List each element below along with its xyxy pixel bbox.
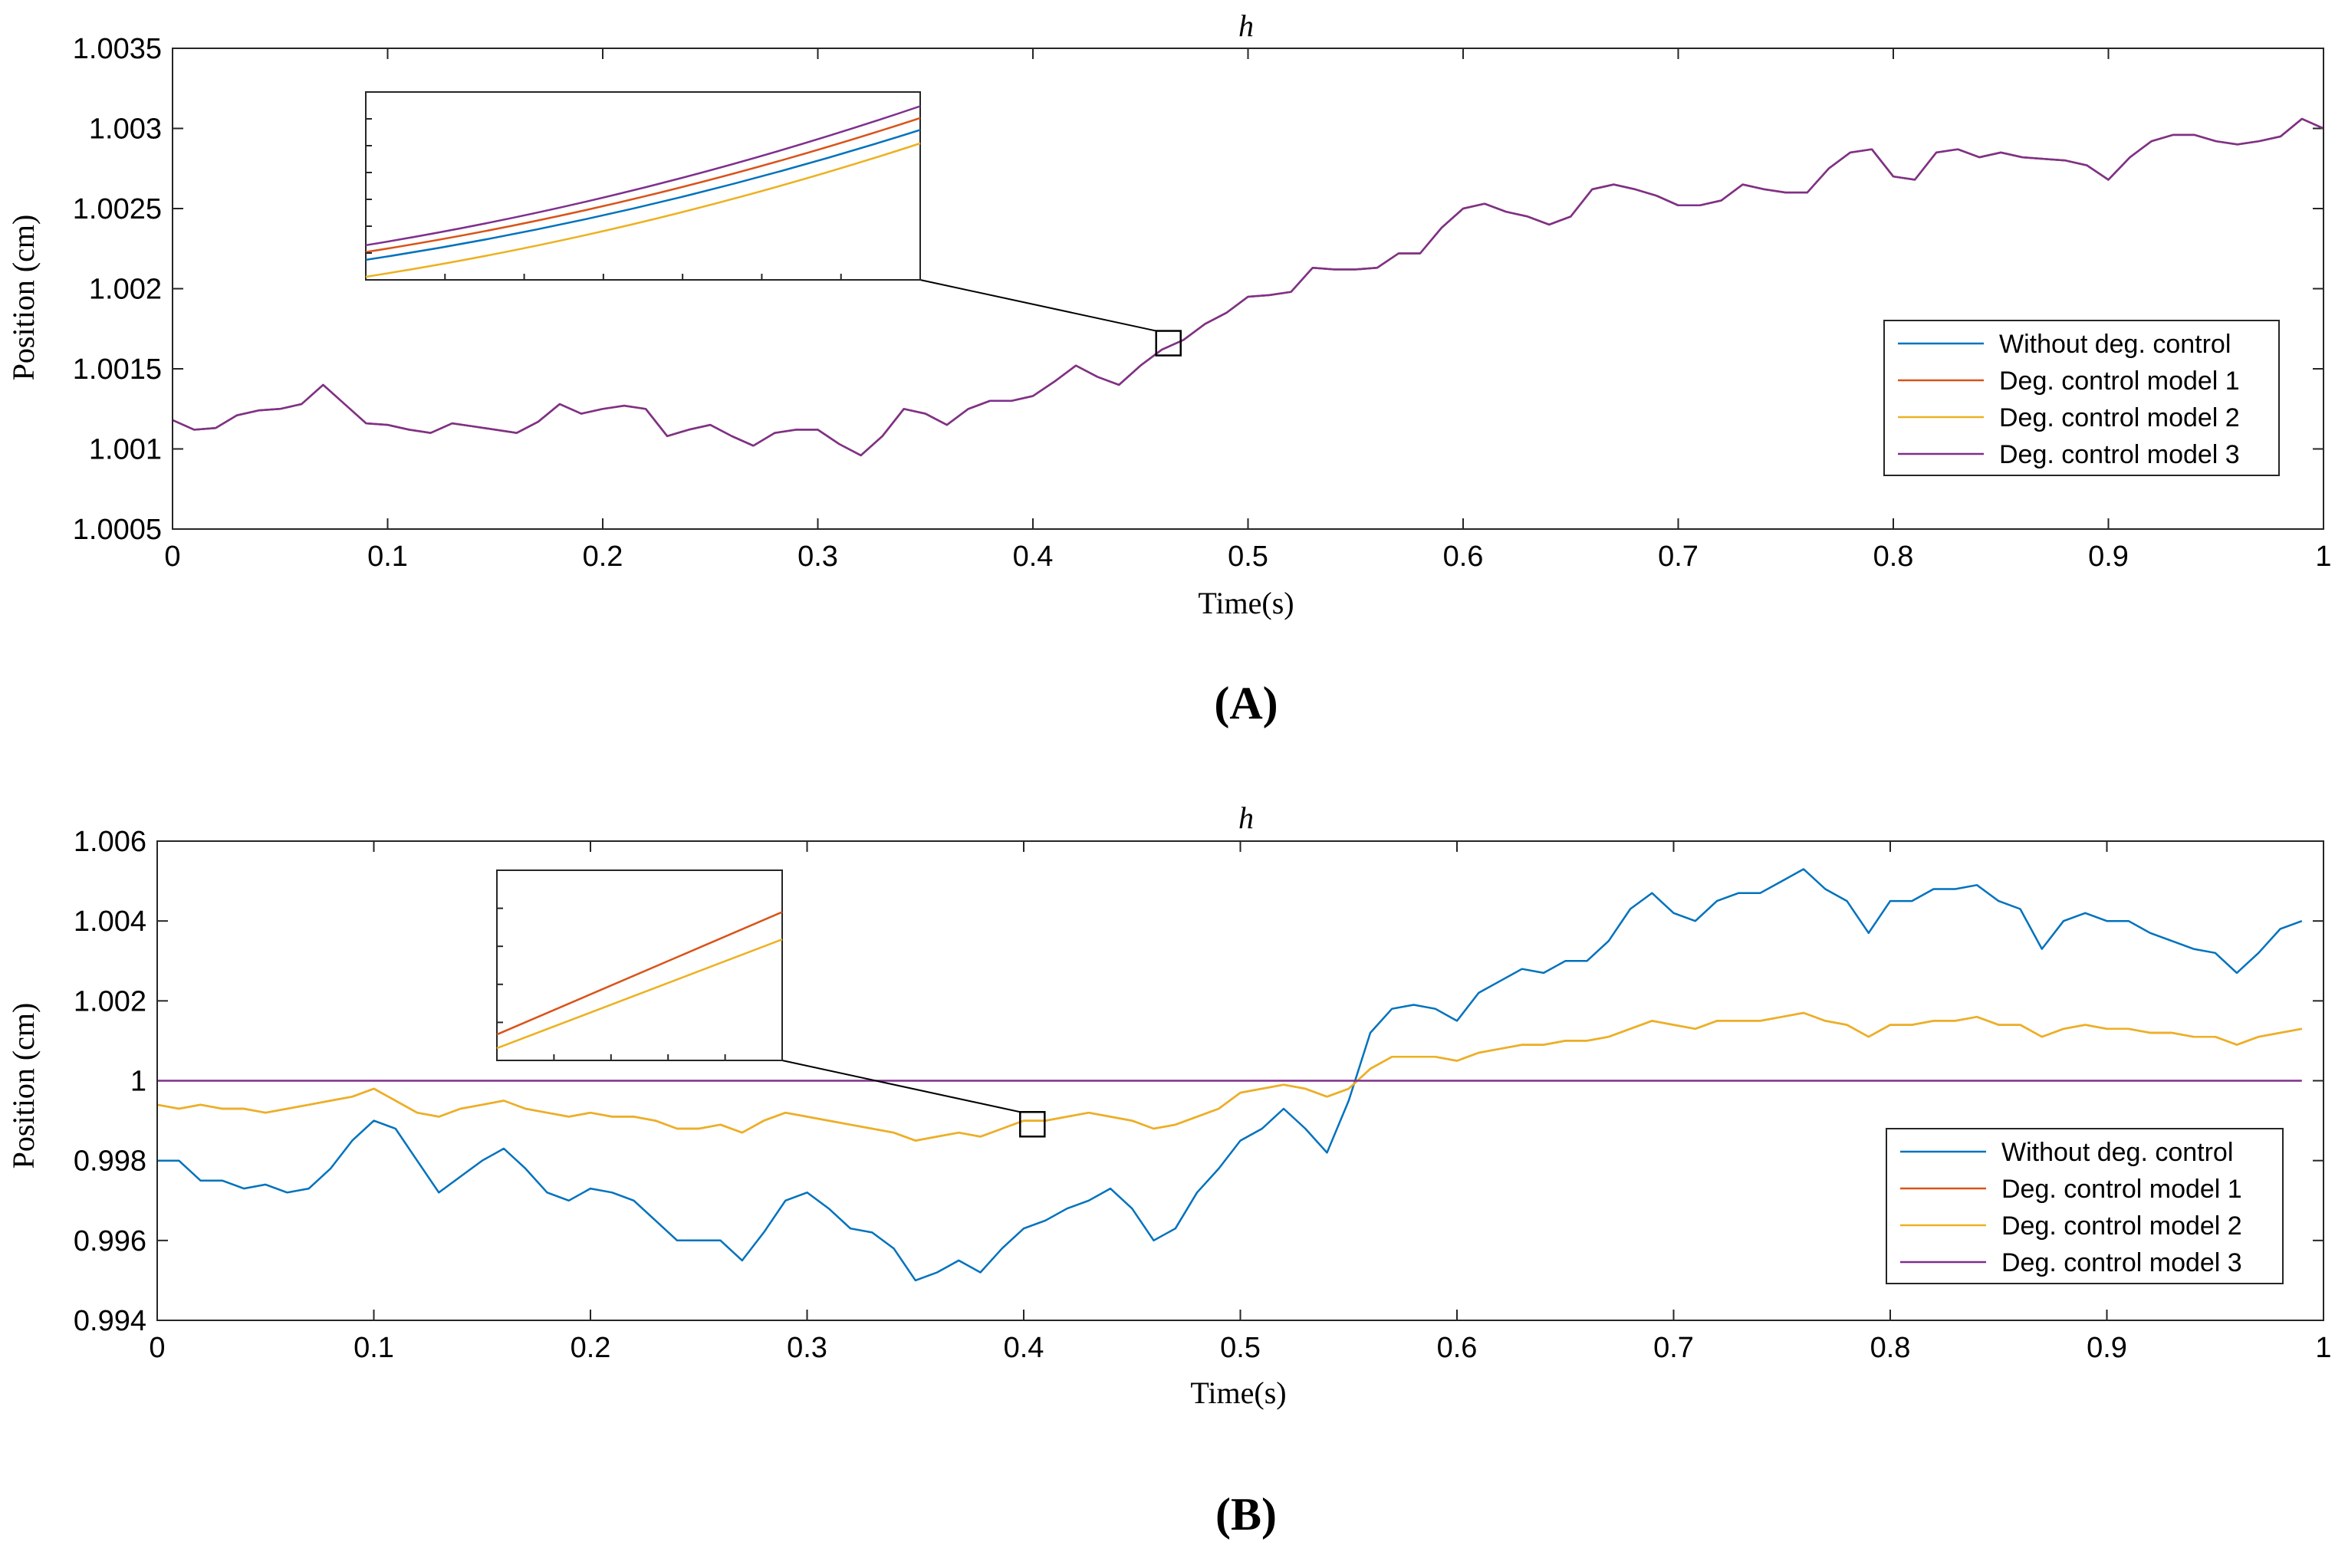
chart-a-inset-connector <box>919 279 1156 332</box>
chart-b-legend: Without deg. control Deg. control model 1… <box>1886 1128 2284 1284</box>
chart-b-series-line-2 <box>156 1011 2303 1142</box>
chart-b-zoom-inset <box>496 869 1046 1138</box>
chart-a-x-tick-label: 0.1 <box>367 541 408 573</box>
chart-b-x-tick-label: 0.5 <box>1220 1332 1261 1364</box>
chart-a-inset-lines <box>365 105 921 278</box>
chart-b-y-tick-label: 1.002 <box>74 985 146 1017</box>
chart-b-panel-label: (B) <box>1215 1489 1277 1540</box>
chart-a-inset-line-2 <box>365 117 921 253</box>
chart-a-x-tick-label: 0.3 <box>798 541 838 573</box>
chart-a-legend-label: Deg. control model 3 <box>1999 440 2240 469</box>
chart-a-legend-label: Deg. control model 2 <box>1999 403 2240 432</box>
chart-a-y-ticks: 1.0005 1.001 1.0015 1.002 1.0025 1.003 1.0035 <box>73 33 2323 546</box>
chart-a-inset-line-1 <box>365 129 921 261</box>
chart-b-x-tick-label: 0.1 <box>354 1332 394 1364</box>
chart-b-series-line-3 <box>156 1011 2303 1142</box>
chart-b-x-tick-label: 0.9 <box>2087 1332 2127 1364</box>
chart-a-zoom-marker <box>1155 330 1182 357</box>
chart-b-y-tick-label: 1.004 <box>74 906 146 938</box>
chart-a-legend: Without deg. control Deg. control model 1… <box>1883 320 2280 476</box>
chart-a-series-line-4 <box>172 117 2324 457</box>
chart-b-legend-label: Deg. control model 2 <box>2001 1211 2242 1241</box>
chart-b-title: h <box>1238 800 1254 835</box>
chart-a-inset-axes <box>365 91 921 281</box>
chart-b-y-tick-label: 0.994 <box>74 1305 146 1337</box>
chart-a-y-tick-label: 1.0005 <box>73 514 162 546</box>
chart-b-y-tick-label: 1 <box>130 1066 146 1098</box>
chart-b-inset-axes <box>496 869 783 1061</box>
chart-a-x-tick-label: 0.4 <box>1013 541 1054 573</box>
chart-b-x-tick-label: 1 <box>2315 1332 2331 1364</box>
chart-b-inset-line-2 <box>496 938 783 1050</box>
chart-b-inset-lines <box>496 911 783 1050</box>
chart-b-legend-label: Deg. control model 3 <box>2001 1248 2242 1277</box>
chart-b-x-tick-label: 0.7 <box>1653 1332 1694 1364</box>
chart-b-legend-label: Without deg. control <box>2001 1138 2233 1167</box>
chart-b-x-tick-label: 0.3 <box>787 1332 827 1364</box>
chart-b-y-tick-label: 0.998 <box>74 1146 146 1178</box>
chart-a-y-axis-label: Position (cm) <box>6 215 41 381</box>
chart-a-x-tick-label: 0.8 <box>1873 541 1914 573</box>
chart-b-y-tick-label: 0.996 <box>74 1225 146 1257</box>
chart-a-x-tick-label: 0 <box>164 541 180 573</box>
chart-b-panel-label-open: ( <box>1215 1489 1231 1540</box>
chart-b-x-ticks: 0 0.1 0.2 0.3 0.4 0.5 0.6 0.7 0.8 0.9 1 <box>149 841 2332 1364</box>
chart-b-series-line-1 <box>157 868 2303 1282</box>
chart-b-x-tick-label: 0 <box>149 1332 165 1364</box>
chart-a-legend-label: Without deg. control <box>1999 330 2231 359</box>
chart-a-inset-line-3 <box>365 142 921 278</box>
chart-b-x-tick-label: 0.6 <box>1437 1332 1478 1364</box>
chart-a-panel-label-letter: A <box>1229 678 1262 728</box>
chart-b-zoom-marker <box>1019 1111 1046 1138</box>
chart-a-x-axis-label: Time(s) <box>1198 586 1294 620</box>
chart-a-y-tick-label: 1.0015 <box>73 353 162 386</box>
chart-b-y-tick-label: 1.006 <box>74 826 146 858</box>
chart-b-x-tick-label: 0.8 <box>1870 1332 1911 1364</box>
chart-a-axes-box <box>172 48 2324 530</box>
chart-a-panel-label-close: ) <box>1263 678 1278 728</box>
chart-b-y-axis-label: Position (cm) <box>6 1003 41 1169</box>
chart-a-inset-line-4 <box>365 105 921 247</box>
chart-b-inset-connector <box>781 1060 1021 1113</box>
chart-b-inset-ticks <box>497 907 726 1060</box>
chart-a-panel-label-open: ( <box>1214 678 1229 728</box>
chart-a-y-tick-label: 1.002 <box>89 274 162 306</box>
chart-a-panel-label: (A) <box>1214 678 1278 728</box>
chart-a-x-ticks: 0 0.1 0.2 0.3 0.4 0.5 0.6 0.7 0.8 0.9 1 <box>164 48 2332 573</box>
chart-a-y-tick-label: 1.0035 <box>73 33 162 65</box>
chart-a-title: h <box>1238 8 1254 43</box>
chart-b-x-tick-label: 0.4 <box>1004 1332 1044 1364</box>
chart-a-y-tick-label: 1.003 <box>89 113 162 146</box>
chart-a-y-tick-label: 1.001 <box>89 434 162 466</box>
chart-a-legend-box <box>1883 320 2280 476</box>
chart-a-legend-label: Deg. control model 1 <box>1999 367 2240 396</box>
chart-a-y-tick-label: 1.0025 <box>73 193 162 225</box>
chart-a-inset-ticks <box>366 118 842 280</box>
chart-b-axes-box <box>156 840 2324 1321</box>
chart-a-series-lines <box>172 117 2324 457</box>
panel-b-chart: h 0.994 0.996 0.998 1 1.002 1.004 1.006 0 0.1 0.… <box>6 800 2332 1540</box>
chart-b-legend-box <box>1886 1128 2284 1284</box>
chart-b-legend-label: Deg. control model 1 <box>2001 1175 2242 1204</box>
chart-b-inset-line-1 <box>496 911 783 1036</box>
chart-a-x-tick-label: 0.2 <box>583 541 623 573</box>
chart-b-x-tick-label: 0.2 <box>571 1332 611 1364</box>
chart-b-panel-label-close: ) <box>1261 1489 1277 1540</box>
panel-a-chart: h 1.0005 1.001 1.0015 1.002 1.0025 1.003 1.003… <box>6 8 2332 728</box>
chart-b-series-lines <box>156 868 2303 1282</box>
chart-b-panel-label-letter: B <box>1231 1489 1261 1540</box>
chart-a-x-tick-label: 1 <box>2315 541 2331 573</box>
chart-a-x-tick-label: 0.9 <box>2088 541 2129 573</box>
chart-a-x-tick-label: 0.5 <box>1228 541 1268 573</box>
chart-a-x-tick-label: 0.6 <box>1443 541 1484 573</box>
chart-a-zoom-inset <box>365 91 1182 357</box>
chart-a-x-tick-label: 0.7 <box>1658 541 1699 573</box>
chart-b-x-axis-label: Time(s) <box>1190 1376 1286 1410</box>
